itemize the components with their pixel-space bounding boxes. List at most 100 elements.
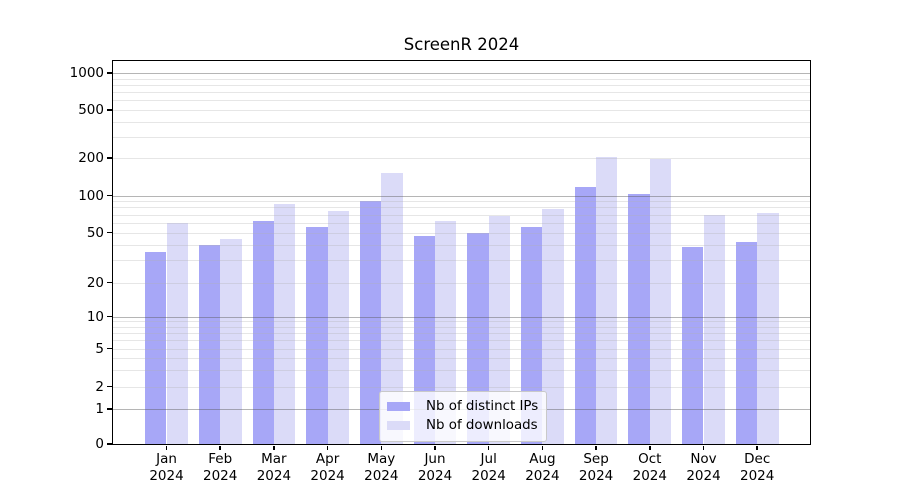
y-tick-label-2: 2 bbox=[95, 378, 104, 395]
gridline-minor-30 bbox=[113, 260, 810, 262]
gridline-minor-60 bbox=[113, 222, 810, 224]
legend-item-distinct-ips: Nb of distinct IPs bbox=[380, 397, 546, 416]
gridline-minor-6 bbox=[113, 340, 810, 342]
gridline-minor-5 bbox=[113, 348, 810, 350]
bar-downloads-jan bbox=[166, 222, 188, 444]
y-tick-label-100: 100 bbox=[78, 187, 104, 204]
bar-ips-oct bbox=[628, 193, 650, 444]
gridline-major-10 bbox=[113, 316, 810, 318]
y-tick-1 bbox=[107, 408, 112, 410]
gridline-minor-2 bbox=[113, 386, 810, 388]
y-tick-1000 bbox=[107, 72, 112, 74]
y-tick-label-1000: 1000 bbox=[69, 65, 104, 81]
x-tick-nov bbox=[702, 445, 705, 450]
x-tick-label-dec: Dec 2024 bbox=[740, 451, 775, 484]
y-tick-200 bbox=[107, 157, 112, 159]
x-tick-jan bbox=[165, 445, 168, 450]
bar-ips-aug bbox=[521, 227, 543, 444]
y-tick-label-20: 20 bbox=[86, 274, 104, 291]
y-tick-label-200: 200 bbox=[78, 150, 104, 166]
gridline-minor-3 bbox=[113, 369, 810, 371]
x-tick-jul bbox=[487, 445, 490, 450]
x-tick-oct bbox=[649, 445, 651, 450]
y-tick-label-0: 0 bbox=[95, 436, 104, 452]
chart-title: ScreenR 2024 bbox=[403, 35, 520, 54]
legend-label-downloads: Nb of downloads bbox=[426, 418, 538, 433]
gridline-minor-50 bbox=[113, 232, 810, 234]
x-tick-label-may: May 2024 bbox=[364, 451, 399, 484]
y-tick-10 bbox=[107, 315, 112, 318]
gridline-minor-300 bbox=[113, 136, 810, 138]
y-tick-0 bbox=[107, 443, 112, 445]
x-tick-may bbox=[380, 445, 383, 450]
bar-downloads-jun bbox=[435, 221, 457, 444]
bar-ips-nov bbox=[682, 247, 704, 444]
bar-downloads-mar bbox=[273, 204, 296, 444]
legend-swatch-distinct-ips bbox=[387, 401, 410, 412]
x-tick-label-jun: Jun 2024 bbox=[417, 451, 453, 484]
bar-ips-sep bbox=[574, 186, 597, 444]
y-tick-20 bbox=[107, 281, 112, 284]
y-tick-label-500: 500 bbox=[78, 102, 104, 118]
y-tick-label-50: 50 bbox=[86, 224, 104, 241]
gridline-minor-9 bbox=[113, 321, 810, 323]
x-tick-feb bbox=[219, 445, 221, 450]
gridline-minor-80 bbox=[113, 207, 810, 209]
gridline-minor-600 bbox=[113, 100, 810, 102]
bar-ips-feb bbox=[198, 244, 221, 444]
legend-swatch-downloads bbox=[387, 420, 410, 431]
gridline-minor-400 bbox=[113, 121, 810, 123]
y-tick-500 bbox=[107, 109, 112, 111]
x-tick-label-sep: Sep 2024 bbox=[578, 451, 614, 484]
x-tick-label-apr: Apr 2024 bbox=[310, 451, 345, 484]
legend-label-distinct-ips: Nb of distinct IPs bbox=[426, 399, 539, 414]
x-tick-label-feb: Feb 2024 bbox=[203, 451, 238, 484]
x-tick-sep bbox=[595, 445, 597, 450]
x-tick-label-mar: Mar 2024 bbox=[256, 451, 292, 484]
gridline-minor-90 bbox=[113, 201, 810, 203]
x-tick-label-aug: Aug 2024 bbox=[525, 451, 560, 484]
gridline-minor-200 bbox=[113, 158, 810, 159]
gridline-minor-500 bbox=[113, 110, 810, 111]
bar-downloads-oct bbox=[649, 158, 672, 444]
bar-downloads-may bbox=[381, 172, 403, 444]
gridline-minor-800 bbox=[113, 84, 810, 86]
y-tick-2 bbox=[107, 385, 112, 388]
y-tick-label-10: 10 bbox=[86, 308, 104, 325]
legend: Nb of distinct IPs Nb of downloads bbox=[379, 391, 547, 442]
bar-ips-dec bbox=[735, 242, 758, 444]
gridline-minor-4 bbox=[113, 357, 810, 359]
bar-downloads-nov bbox=[703, 214, 725, 444]
x-tick-label-jan: Jan 2024 bbox=[149, 451, 184, 484]
bar-downloads-dec bbox=[757, 213, 779, 444]
y-tick-5 bbox=[107, 347, 112, 350]
x-tick-jun bbox=[434, 445, 436, 450]
bar-ips-apr bbox=[306, 227, 328, 444]
gridline-minor-900 bbox=[113, 78, 810, 80]
legend-item-downloads: Nb of downloads bbox=[380, 416, 546, 435]
x-tick-label-oct: Oct 2024 bbox=[632, 451, 667, 484]
gridline-minor-700 bbox=[113, 92, 810, 94]
y-tick-label-5: 5 bbox=[95, 340, 104, 357]
bar-ips-mar bbox=[252, 221, 274, 444]
bar-ips-may bbox=[359, 200, 382, 444]
y-tick-100 bbox=[107, 194, 112, 197]
gridline-minor-70 bbox=[113, 214, 810, 216]
bar-ips-jan bbox=[145, 251, 167, 444]
bar-downloads-feb bbox=[220, 239, 242, 444]
x-tick-label-nov: Nov 2024 bbox=[686, 451, 721, 484]
gridline-minor-8 bbox=[113, 326, 810, 328]
bar-downloads-sep bbox=[596, 156, 618, 444]
y-tick-label-1: 1 bbox=[95, 401, 104, 417]
gridline-major-100 bbox=[113, 195, 810, 197]
x-tick-aug bbox=[541, 445, 544, 450]
gridline-major-1000 bbox=[113, 73, 810, 74]
x-tick-mar bbox=[273, 445, 275, 450]
x-tick-dec bbox=[756, 445, 758, 450]
gridline-minor-7 bbox=[113, 332, 810, 334]
bar-downloads-apr bbox=[327, 210, 349, 444]
bar-downloads-aug bbox=[542, 209, 564, 444]
gridline-minor-40 bbox=[113, 244, 810, 246]
bar-downloads-jul bbox=[488, 216, 511, 444]
